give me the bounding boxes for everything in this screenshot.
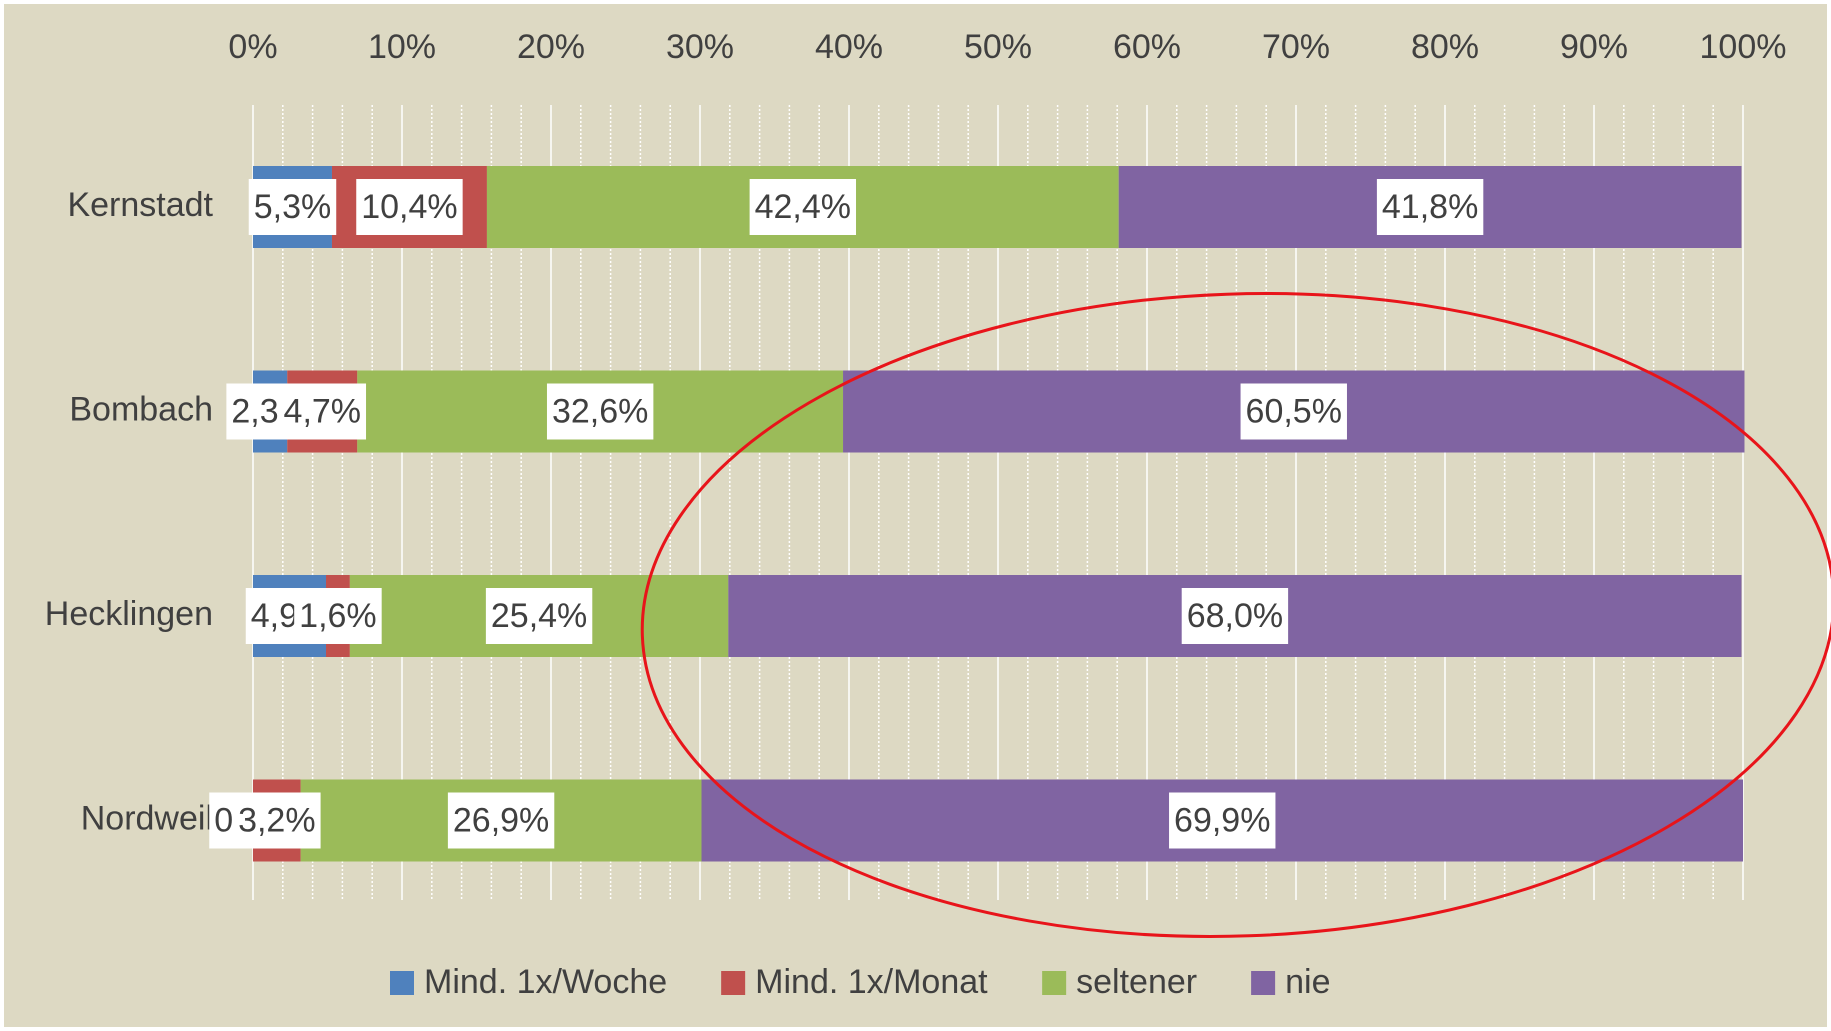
x-tick-label: 10%	[368, 28, 436, 66]
data-label-box	[356, 179, 463, 235]
data-label: 3,2%	[238, 801, 316, 839]
category-label: Nordweil	[81, 799, 213, 837]
data-label: 5,3%	[254, 188, 332, 226]
data-label-box	[546, 383, 654, 440]
data-label: 42,4%	[755, 188, 851, 226]
data-label: 68,0%	[1187, 597, 1283, 635]
legend-label: Mind. 1x/Woche	[424, 963, 667, 1001]
data-label-box	[278, 383, 367, 440]
data-label: 60,5%	[1246, 392, 1342, 430]
data-label-box	[1376, 179, 1484, 235]
x-tick-label: 0%	[228, 28, 277, 66]
x-tick-label: 20%	[517, 28, 585, 66]
x-tick-label: 30%	[666, 28, 734, 66]
background	[4, 4, 1827, 1027]
legend-swatch	[1042, 971, 1067, 995]
legend-swatch	[390, 971, 414, 995]
data-label-box	[1181, 588, 1289, 644]
data-label-box	[447, 792, 555, 849]
data-label: 41,8%	[1382, 188, 1478, 226]
data-label-box	[1240, 383, 1347, 440]
data-label-box	[248, 179, 337, 235]
legend-label: seltener	[1076, 963, 1197, 1001]
data-label: 10,4%	[361, 188, 457, 226]
legend-swatch	[721, 971, 746, 995]
x-tick-label: 70%	[1262, 28, 1330, 66]
data-label-box	[1169, 792, 1276, 849]
data-label: 32,6%	[552, 392, 648, 430]
highlight-ellipse	[640, 292, 1831, 938]
data-label-box	[233, 792, 321, 849]
data-label: 25,4%	[491, 597, 587, 635]
x-tick-label: 40%	[815, 28, 883, 66]
data-label: 1,6%	[299, 597, 377, 635]
x-tick-label: 80%	[1411, 28, 1479, 66]
data-label: 69,9%	[1174, 801, 1270, 839]
data-label-box	[749, 179, 857, 235]
data-label: 4,7%	[284, 392, 362, 430]
legend-label: nie	[1285, 963, 1330, 1001]
category-label: Hecklingen	[45, 595, 213, 633]
data-label-box	[485, 588, 593, 644]
category-label: Bombach	[69, 390, 213, 428]
data-label-box	[294, 588, 382, 644]
x-tick-label: 60%	[1113, 28, 1181, 66]
legend-label: Mind. 1x/Monat	[755, 963, 988, 1001]
category-label: Kernstadt	[67, 186, 213, 224]
x-tick-label: 100%	[1700, 28, 1787, 66]
x-tick-label: 50%	[964, 28, 1032, 66]
x-tick-label: 90%	[1560, 28, 1628, 66]
legend-swatch	[1251, 971, 1276, 995]
data-label: 26,9%	[453, 801, 549, 839]
